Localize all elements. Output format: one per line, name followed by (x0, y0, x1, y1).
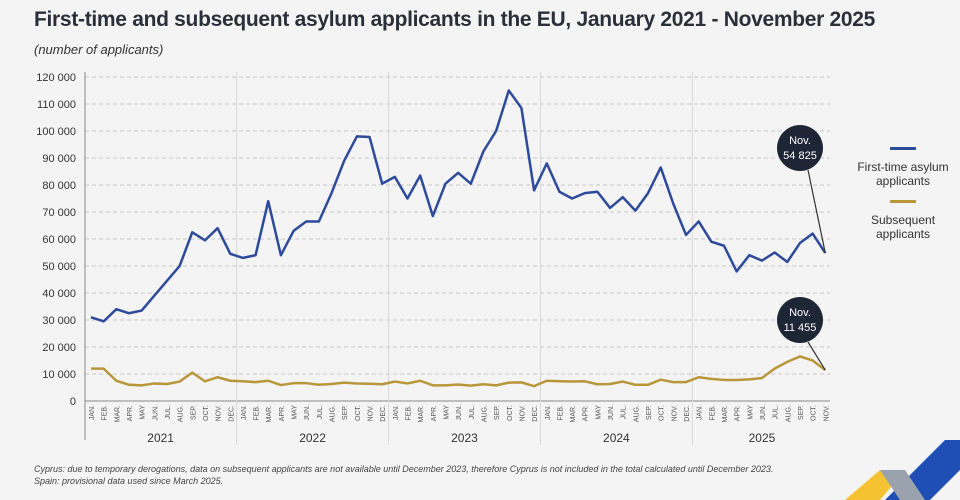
x-tick-label: JAN. (241, 405, 248, 420)
x-tick-label: OCT. (811, 405, 818, 421)
x-tick-label: DEC. (380, 405, 387, 422)
y-tick-label: 0 (70, 396, 76, 408)
x-tick-label: APR. (735, 405, 742, 421)
series-line-first-time (90, 89, 827, 323)
y-tick-label: 60 000 (42, 234, 76, 246)
x-tick-label: MAY (140, 405, 147, 420)
x-tick-label: OCT. (203, 405, 210, 421)
footnote-cyprus: Cyprus: due to temporary derogations, da… (34, 464, 774, 474)
x-tick-label: MAY (443, 405, 450, 420)
x-tick-label: FEB. (254, 405, 261, 421)
x-tick-label: MAR. (266, 405, 273, 423)
x-tick-label: AUG. (633, 405, 640, 422)
legend-label: First-time asylum applicants (857, 160, 949, 188)
y-tick-label: 10 000 (42, 369, 76, 381)
x-tick-label: SEP. (798, 405, 805, 420)
x-tick-label: JAN. (545, 405, 552, 420)
legend-label: Subsequent applicants (870, 213, 936, 241)
x-tick-label: JUN. (456, 405, 463, 421)
x-tick-label: APR. (431, 405, 438, 421)
year-label: 2022 (299, 431, 326, 445)
x-tick-label: JUL. (621, 405, 628, 419)
x-tick-label: FEB. (102, 405, 109, 421)
x-tick-label: MAY (747, 405, 754, 420)
x-tick-label: OCT. (355, 405, 362, 421)
x-tick-label: MAR. (722, 405, 729, 423)
x-tick-label: NOV. (368, 405, 375, 422)
y-tick-label: 110 000 (37, 99, 76, 111)
x-tick-label: NOV. (216, 405, 223, 422)
x-tick-label: APR. (127, 405, 134, 421)
y-tick-label: 80 000 (42, 180, 76, 192)
x-tick-label: JUN. (608, 405, 615, 421)
y-tick-label: 70 000 (42, 207, 76, 219)
x-tick-label: JUL. (469, 405, 476, 419)
x-tick-label: OCT. (507, 405, 514, 421)
x-tick-label: AUG. (178, 405, 185, 422)
x-tick-label: JUL. (165, 405, 172, 419)
x-tick-label: DEC. (684, 405, 691, 422)
x-tick-label: JUL. (773, 405, 780, 419)
callout-month: Nov. (789, 135, 811, 147)
callout-bubble (777, 297, 823, 343)
y-tick-label: 50 000 (42, 261, 76, 273)
legend-swatch-subsequent (890, 200, 916, 203)
callout-leader (807, 341, 826, 371)
callout-leader (807, 169, 826, 254)
chart-title: First-time and subsequent asylum applica… (34, 8, 876, 31)
x-tick-label: JUN. (304, 405, 311, 421)
x-tick-label: AUG. (330, 405, 337, 422)
callout-value: 11 455 (784, 322, 817, 334)
x-tick-label: JAN. (89, 405, 96, 420)
x-tick-label: SEP. (494, 405, 501, 420)
x-tick-label: MAR. (114, 405, 121, 423)
x-tick-label: NOV. (519, 405, 526, 422)
x-tick-label: MAY (292, 405, 299, 420)
legend-subsequent: Subsequent applicants (848, 200, 958, 241)
year-label: 2024 (603, 431, 630, 445)
x-tick-label: FEB. (557, 405, 564, 421)
callout-month: Nov. (789, 307, 811, 319)
x-tick-label: SEP. (190, 405, 197, 420)
year-label: 2021 (147, 431, 174, 445)
callout-bubble (777, 125, 823, 171)
x-tick-label: SEP. (646, 405, 653, 420)
y-tick-label: 100 000 (36, 126, 76, 138)
x-tick-label: JAN. (697, 405, 704, 420)
x-tick-label: JUN. (152, 405, 159, 421)
legend-swatch-first-time (890, 147, 916, 150)
x-tick-label: JUN. (760, 405, 767, 421)
series-line-subsequent (91, 355, 827, 388)
legend-first-time: First-time asylum applicants (848, 147, 958, 188)
x-tick-label: SEP. (342, 405, 349, 420)
x-tick-label: DEC. (532, 405, 539, 422)
y-tick-label: 40 000 (42, 288, 76, 300)
y-tick-label: 120 000 (36, 72, 76, 84)
y-tick-label: 90 000 (42, 153, 76, 165)
x-tick-label: MAY (595, 405, 602, 420)
x-tick-label: NOV. (823, 405, 830, 422)
year-label: 2023 (451, 431, 478, 445)
footnote-spain: Spain: provisional data used since March… (34, 476, 224, 486)
callout-value: 54 825 (783, 150, 817, 162)
chart-subtitle: (number of applicants) (34, 42, 164, 57)
year-label: 2025 (749, 431, 776, 445)
y-tick-label: 20 000 (42, 342, 76, 354)
x-tick-label: JUL. (317, 405, 324, 419)
x-tick-label: APR. (279, 405, 286, 421)
x-tick-label: DEC. (228, 405, 235, 422)
x-tick-label: FEB. (709, 405, 716, 421)
x-tick-label: APR. (583, 405, 590, 421)
x-tick-label: OCT. (659, 405, 666, 421)
x-tick-label: AUG. (785, 405, 792, 422)
x-tick-label: JAN. (393, 405, 400, 420)
y-tick-label: 30 000 (42, 315, 76, 327)
x-tick-label: MAR. (418, 405, 425, 423)
x-tick-label: AUG. (481, 405, 488, 422)
x-tick-label: NOV. (671, 405, 678, 422)
x-tick-label: FEB. (406, 405, 413, 421)
x-tick-label: MAR. (570, 405, 577, 423)
